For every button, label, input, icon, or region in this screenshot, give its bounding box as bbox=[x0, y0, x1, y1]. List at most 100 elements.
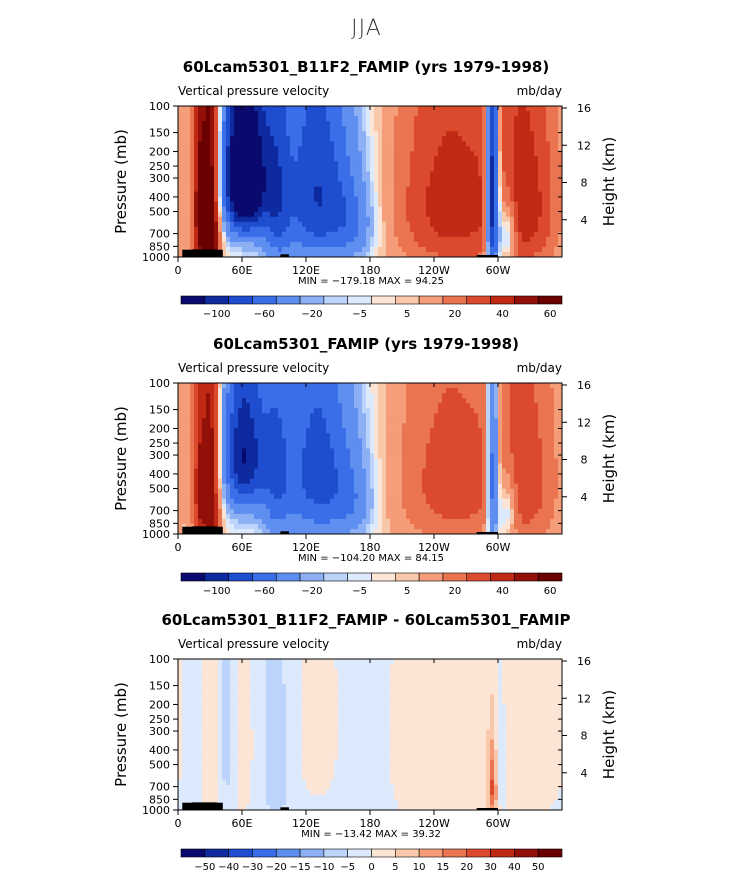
heatmap-cell bbox=[358, 141, 363, 147]
heatmap-cell bbox=[514, 151, 519, 157]
heatmap-cell bbox=[382, 241, 387, 248]
heatmap-cell bbox=[466, 438, 471, 444]
heatmap-cell bbox=[290, 221, 295, 228]
heatmap-cell bbox=[542, 448, 547, 454]
heatmap-cell bbox=[446, 443, 451, 449]
heatmap-cell bbox=[214, 106, 219, 112]
heatmap-cell bbox=[238, 121, 243, 127]
heatmap-cell bbox=[230, 251, 235, 257]
heatmap-cell bbox=[414, 176, 419, 182]
heatmap-cell bbox=[294, 251, 299, 257]
heatmap-cell bbox=[286, 433, 291, 439]
heatmap-cell bbox=[298, 448, 303, 454]
heatmap-cell bbox=[326, 453, 331, 459]
heatmap-cell bbox=[306, 146, 311, 152]
heatmap-cell bbox=[370, 166, 375, 172]
heatmap-cell bbox=[214, 403, 219, 409]
heatmap-cell bbox=[530, 176, 535, 182]
heatmap-cell bbox=[434, 453, 439, 459]
heatmap-cell bbox=[286, 478, 291, 485]
heatmap-cell bbox=[226, 448, 231, 454]
heatmap-cell bbox=[286, 383, 291, 389]
heatmap-cell bbox=[238, 428, 243, 434]
heatmap-cell bbox=[186, 121, 191, 127]
heatmap-cell bbox=[210, 221, 215, 228]
heatmap-cell bbox=[210, 448, 215, 454]
heatmap-cell bbox=[302, 126, 307, 132]
heatmap-cell bbox=[306, 383, 311, 389]
heatmap-cell bbox=[386, 231, 391, 238]
heatmap-cell bbox=[366, 483, 371, 490]
heatmap-cell bbox=[486, 121, 491, 127]
heatmap-cell bbox=[290, 141, 295, 147]
heatmap-cell bbox=[458, 121, 463, 127]
heatmap-cell bbox=[558, 418, 562, 424]
heatmap-cell bbox=[462, 423, 467, 429]
heatmap-cell bbox=[310, 161, 315, 167]
heatmap-cell bbox=[502, 236, 507, 243]
heatmap-cell bbox=[546, 131, 551, 137]
heatmap-cell bbox=[518, 388, 523, 394]
heatmap-cell bbox=[522, 393, 527, 399]
heatmap-cell bbox=[378, 428, 383, 434]
heatmap-cell bbox=[438, 468, 443, 474]
heatmap-cell bbox=[406, 166, 411, 172]
heatmap-cell bbox=[530, 106, 535, 112]
heatmap-cell bbox=[454, 443, 459, 449]
heatmap-cell bbox=[490, 216, 495, 223]
heatmap-cell bbox=[462, 201, 467, 208]
heatmap-cell bbox=[534, 121, 539, 127]
heatmap-cell bbox=[294, 388, 299, 394]
heatmap-cell bbox=[434, 226, 439, 233]
heatmap-cell bbox=[194, 226, 199, 233]
heatmap-cell bbox=[438, 438, 443, 444]
heatmap-cell bbox=[318, 136, 323, 142]
heatmap-cell bbox=[458, 206, 463, 213]
heatmap-cell bbox=[346, 448, 351, 454]
heatmap-cell bbox=[370, 463, 375, 469]
heatmap-cell bbox=[266, 443, 271, 449]
heatmap-cell bbox=[554, 388, 559, 394]
heatmap-cell bbox=[226, 131, 231, 137]
heatmap-cell bbox=[482, 398, 487, 404]
heatmap-cell bbox=[242, 231, 247, 238]
heatmap-cell bbox=[226, 231, 231, 238]
heatmap-cell bbox=[230, 211, 235, 218]
heatmap-cell bbox=[330, 433, 335, 439]
heatmap-cell bbox=[538, 116, 543, 122]
heatmap-cell bbox=[430, 181, 435, 187]
heatmap-cell bbox=[274, 146, 279, 152]
heatmap-cell bbox=[202, 146, 207, 152]
heatmap-cell bbox=[438, 413, 443, 419]
heatmap-cell bbox=[354, 403, 359, 409]
heatmap-cell bbox=[202, 383, 207, 389]
heatmap-cell bbox=[214, 438, 219, 444]
heatmap-cell bbox=[502, 388, 507, 394]
heatmap-cell bbox=[430, 413, 435, 419]
heatmap-cell bbox=[186, 458, 191, 464]
heatmap-cell bbox=[278, 146, 283, 152]
heatmap-cell bbox=[218, 231, 223, 238]
heatmap-cell bbox=[222, 186, 227, 192]
heatmap-cell bbox=[362, 463, 367, 469]
heatmap-cell bbox=[438, 433, 443, 439]
heatmap-cell bbox=[514, 136, 519, 142]
heatmap-cell bbox=[394, 433, 399, 439]
heatmap-cell bbox=[266, 126, 271, 132]
heatmap-cell bbox=[194, 428, 199, 434]
heatmap-cell bbox=[514, 483, 519, 490]
heatmap-cell bbox=[342, 423, 347, 429]
heatmap-cell bbox=[202, 156, 207, 162]
heatmap-cell bbox=[418, 156, 423, 162]
heatmap-cell bbox=[278, 433, 283, 439]
heatmap-cell bbox=[198, 438, 203, 444]
heatmap-cell bbox=[266, 166, 271, 172]
heatmap-cell bbox=[410, 241, 415, 248]
heatmap-cell bbox=[414, 186, 419, 192]
heatmap-cell bbox=[366, 181, 371, 187]
heatmap-cell bbox=[462, 196, 467, 203]
heatmap-cell bbox=[342, 246, 347, 253]
heatmap-cell bbox=[274, 141, 279, 147]
heatmap-cell bbox=[398, 241, 403, 248]
heatmap-cell bbox=[314, 408, 319, 414]
